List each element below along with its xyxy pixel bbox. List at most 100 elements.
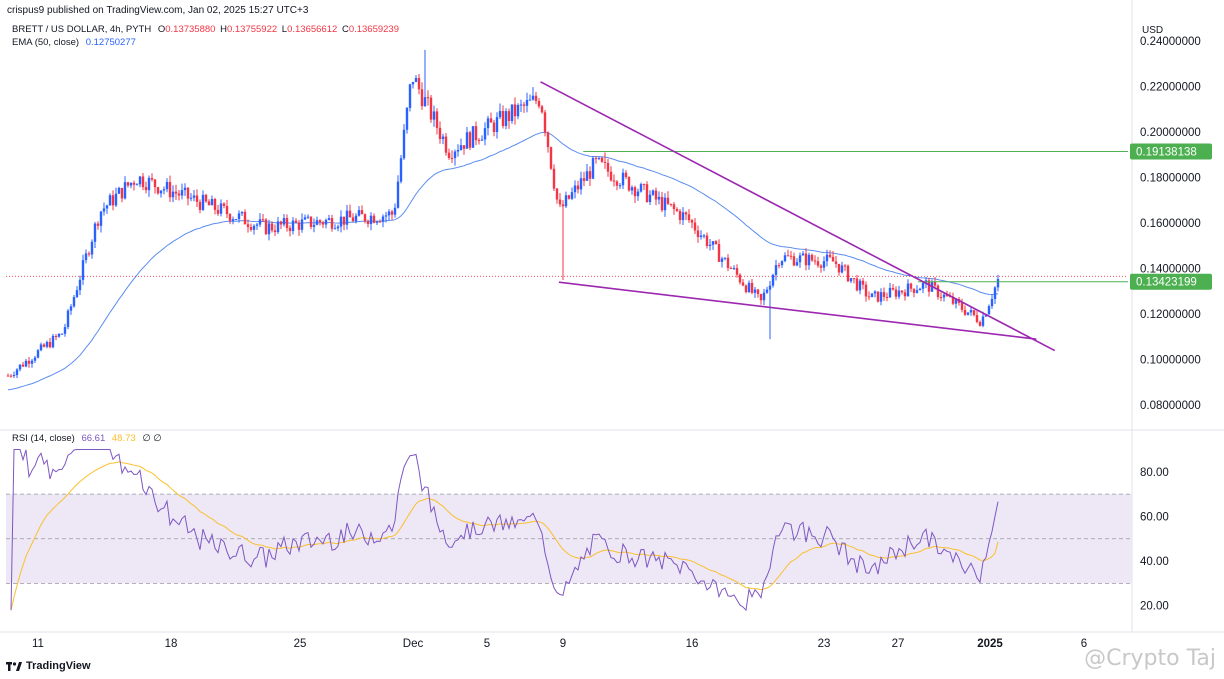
candle-body[interactable] [228,214,232,221]
candle-body[interactable] [357,210,361,216]
candle-body[interactable] [123,182,127,199]
candle-body[interactable] [294,220,298,223]
drawings-layer[interactable]: 0.19138138 0.13423199 [6,81,1212,352]
candle-body[interactable] [693,222,697,231]
candle-body[interactable] [90,241,94,255]
candle-body[interactable] [288,227,292,232]
candle-body[interactable] [129,182,133,186]
candle-body[interactable] [564,195,568,207]
candle-body[interactable] [507,111,511,122]
candle-body[interactable] [654,190,658,200]
candle-body[interactable] [297,222,301,230]
candle-body[interactable] [420,89,424,107]
candle-body[interactable] [891,287,895,290]
candle-body[interactable] [153,179,157,188]
candle-body[interactable] [939,297,943,299]
candle-body[interactable] [132,182,136,185]
candle-body[interactable] [216,209,220,214]
candle-body[interactable] [738,274,742,283]
candle-body[interactable] [447,152,451,159]
candle-body[interactable] [969,310,973,313]
candle-body[interactable] [684,212,688,215]
candle-body[interactable] [87,253,91,255]
candle-body[interactable] [867,296,871,298]
candle-body[interactable] [702,235,706,237]
candle-body[interactable] [282,218,286,225]
candle-body[interactable] [639,184,643,192]
candle-body[interactable] [807,254,811,266]
candle-body[interactable] [828,254,832,257]
candle-body[interactable] [537,100,541,107]
candle-body[interactable] [408,84,412,108]
candle-body[interactable] [837,263,841,273]
candle-body[interactable] [795,262,799,266]
candle-body[interactable] [942,294,946,298]
candle-body[interactable] [990,298,994,307]
candle-body[interactable] [435,111,439,128]
candle-body[interactable] [789,255,793,257]
candle-body[interactable] [972,310,976,316]
candle-body[interactable] [372,215,376,223]
candle-body[interactable] [324,219,328,225]
candle-body[interactable] [492,122,496,132]
candle-body[interactable] [759,293,763,301]
candle-body[interactable] [201,194,205,210]
candle-body[interactable] [729,268,733,270]
candle-body[interactable] [819,265,823,268]
candle-body[interactable] [495,117,499,132]
candle-body[interactable] [261,219,265,221]
candle-body[interactable] [114,193,118,206]
candle-body[interactable] [603,161,607,163]
candle-body[interactable] [774,265,778,275]
candle-body[interactable] [150,177,154,180]
candle-body[interactable] [651,190,655,195]
candle-body[interactable] [486,118,490,129]
candle-body[interactable] [375,221,379,223]
candle-body[interactable] [369,215,373,225]
candle-body[interactable] [822,261,826,268]
candle-body[interactable] [981,316,985,326]
candle-body[interactable] [978,321,982,326]
candle-body[interactable] [186,187,190,199]
candle-body[interactable] [231,219,235,221]
candle-body[interactable] [894,289,898,297]
candle-body[interactable] [102,208,106,212]
candle-body[interactable] [798,255,802,263]
candle-body[interactable] [846,265,850,282]
candle-body[interactable] [687,214,691,221]
candle-body[interactable] [138,176,142,185]
candle-body[interactable] [936,285,940,298]
candle-body[interactable] [159,190,163,194]
candle-body[interactable] [213,198,217,210]
candle-body[interactable] [849,278,853,282]
candle-body[interactable] [48,341,52,348]
candle-body[interactable] [768,285,772,290]
candle-body[interactable] [195,195,199,202]
candle-body[interactable] [732,268,736,270]
candle-body[interactable] [300,219,304,230]
candle-body[interactable] [180,190,184,196]
candle-body[interactable] [699,235,703,237]
candle-body[interactable] [63,327,67,334]
candle-body[interactable] [243,211,247,225]
candle-body[interactable] [708,244,712,246]
candle-body[interactable] [360,210,364,215]
candle-body[interactable] [750,282,754,293]
candle-body[interactable] [513,104,517,117]
candle-body[interactable] [996,279,1000,288]
candle-body[interactable] [402,129,406,159]
candle-body[interactable] [174,191,178,194]
candle-body[interactable] [858,280,862,291]
candle-body[interactable] [843,265,847,267]
candle-body[interactable] [144,187,148,191]
candle-body[interactable] [267,223,271,235]
candle-body[interactable] [963,309,967,315]
candle-body[interactable] [108,195,112,206]
candle-body[interactable] [54,335,58,337]
candle-body[interactable] [258,219,262,225]
candle-body[interactable] [966,312,970,315]
candle-body[interactable] [609,171,613,181]
candle-body[interactable] [987,306,991,315]
candle-body[interactable] [165,182,169,190]
candle-body[interactable] [543,112,547,133]
